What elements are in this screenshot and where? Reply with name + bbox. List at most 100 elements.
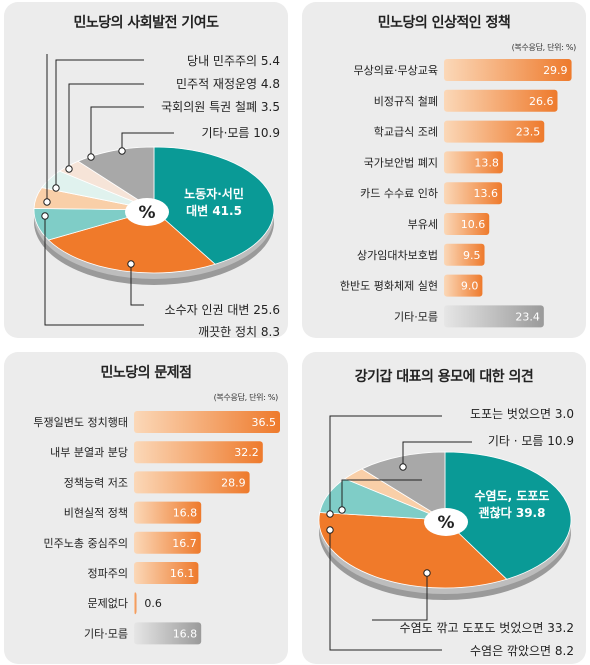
- callout-line: [329, 415, 442, 514]
- callout-dot: [118, 147, 126, 155]
- bar: [134, 411, 280, 433]
- bar: [444, 305, 544, 328]
- callout-dot: [41, 212, 49, 220]
- bar-value-label: 16.7: [172, 537, 197, 550]
- bar-category-label: 정파주의: [88, 567, 128, 580]
- bar-value-label: 32.2: [234, 446, 259, 459]
- bar: [134, 531, 201, 554]
- bar-value-label: 36.5: [252, 416, 277, 429]
- bar-category-label: 무상의료·무상교육: [354, 64, 438, 77]
- callout-label: 민주적 재정운영 4.8: [176, 77, 280, 91]
- callout-line: [90, 106, 144, 157]
- callout-label: 도포는 벗었으면 3.0: [470, 407, 574, 421]
- bar-category-label: 정책능력 저조: [64, 476, 128, 489]
- pie-center-label: %: [437, 513, 454, 533]
- bar: [444, 182, 503, 205]
- bar: [444, 274, 483, 297]
- bar-category-label: 한반도 평화체제 실현: [340, 280, 438, 293]
- panel-title: 민노당의 인상적인 정책: [377, 15, 511, 31]
- callout-label: 수염은 깎았으면 8.2: [470, 644, 574, 658]
- pie-center-badge: [125, 198, 169, 226]
- bar-value-label: 0.6: [144, 597, 162, 610]
- bar-value-label: 28.9: [221, 476, 246, 489]
- bar: [134, 622, 202, 645]
- pie-slice: [444, 451, 572, 580]
- pie-center-label: %: [138, 203, 155, 223]
- pie-slice: [77, 146, 155, 211]
- bar-category-label: 기타·모름: [394, 310, 438, 323]
- callout-label: 국회의원 특권 철폐 3.5: [161, 100, 280, 114]
- callout-label: 기타 · 모름 10.9: [488, 434, 574, 448]
- bar-category-label: 카드 수수료 인하: [360, 186, 438, 200]
- unit-note: (복수응답, 단위: %): [511, 43, 577, 52]
- callout-label: 기타·모름 10.9: [201, 126, 280, 140]
- panel-impressive-policies: 민노당의 인상적인 정책 (복수응답, 단위: %) 무상의료·무상교육 29.9…: [302, 2, 586, 338]
- callout-dot: [326, 526, 334, 534]
- callout-line: [44, 216, 144, 326]
- bar-value-label: 23.4: [515, 310, 540, 323]
- bar-value-label: 26.6: [529, 95, 554, 108]
- bar-category-label: 상가임대차보호법: [357, 249, 438, 262]
- callout-line: [68, 83, 144, 169]
- callout-dot: [127, 260, 135, 268]
- panel-problems: 민노당의 문제점 (복수응답, 단위: %) 투쟁일변도 정치행태 36.5 내부 …: [4, 352, 288, 664]
- callout-line: [372, 573, 428, 621]
- callout-line: [402, 441, 472, 467]
- bar: [134, 471, 250, 494]
- bar: [134, 592, 137, 615]
- callout-dot: [326, 510, 334, 518]
- bar: [134, 501, 202, 524]
- bar-category-label: 비현실적 정책: [64, 507, 128, 520]
- bar-value-label: 16.8: [173, 627, 198, 640]
- callout-dot: [423, 569, 431, 577]
- callout-dot: [65, 165, 73, 173]
- bar-category-label: 내부 분열과 분당: [50, 446, 128, 459]
- pie-inner-label: 수염도, 도포도: [475, 488, 550, 503]
- callout-label: 당내 민주주의 5.4: [187, 54, 280, 68]
- callout-label: 수염도 깎고 도포도 벗었으면 33.2: [400, 621, 574, 635]
- panel-title: 강기갑 대표의 용모에 대한 의견: [354, 369, 534, 385]
- bar: [444, 89, 558, 112]
- callout-line: [341, 479, 422, 510]
- callout-line: [55, 59, 144, 188]
- callout-dot: [399, 463, 407, 471]
- bar-value-label: 23.5: [516, 126, 541, 139]
- bar-category-label: 투쟁일변도 정치행태: [33, 415, 128, 429]
- pie-inner-label: 대변 41.5: [186, 203, 242, 218]
- callout-dot: [87, 153, 95, 161]
- bar-category-label: 민주노총 중심주의: [44, 537, 128, 550]
- bar: [444, 120, 545, 143]
- pie-inner-label: 노동자·서민: [184, 186, 244, 201]
- bar: [134, 562, 199, 584]
- bar: [444, 213, 490, 235]
- bar-value-label: 16.8: [173, 507, 198, 520]
- pie-slice: [318, 512, 508, 589]
- bar-value-label: 13.8: [474, 156, 499, 169]
- callout-line: [130, 264, 144, 306]
- bar-chart-problems: 투쟁일변도 정치행태 36.5 내부 분열과 분당 32.2 정책능력 저조 28.9 비현…: [33, 411, 280, 645]
- pie-center-badge: [424, 508, 468, 536]
- pie-slice: [153, 146, 275, 265]
- panel-title: 민노당의 사회발전 기여도: [73, 15, 219, 31]
- callout-line: [121, 132, 174, 151]
- unit-note: (복수응답, 단위: %): [213, 393, 279, 402]
- bar-category-label: 국가보안법 폐지: [364, 156, 438, 169]
- bar: [444, 59, 572, 81]
- callout-label: 깨끗한 정치 8.3: [198, 325, 280, 338]
- pie-slice: [47, 209, 216, 274]
- bar-category-label: 학교급식 조례: [374, 126, 438, 139]
- bar-value-label: 13.6: [474, 187, 499, 200]
- pie-slice: [361, 451, 446, 521]
- callout-dot: [338, 506, 346, 514]
- bar-value-label: 10.6: [461, 218, 486, 231]
- bar-value-label: 16.1: [170, 567, 195, 580]
- bar-category-label: 비정규직 철폐: [374, 95, 438, 108]
- callout-label: 소수자 인권 대변 25.6: [165, 303, 280, 317]
- panel-appearance-opinion: 강기갑 대표의 용모에 대한 의견 % 수염도, 도포도 괜찮다 39.8 도포는 벗…: [302, 352, 586, 664]
- bar-value-label: 9.5: [463, 249, 481, 262]
- callout-line: [329, 530, 442, 651]
- bar: [134, 441, 263, 464]
